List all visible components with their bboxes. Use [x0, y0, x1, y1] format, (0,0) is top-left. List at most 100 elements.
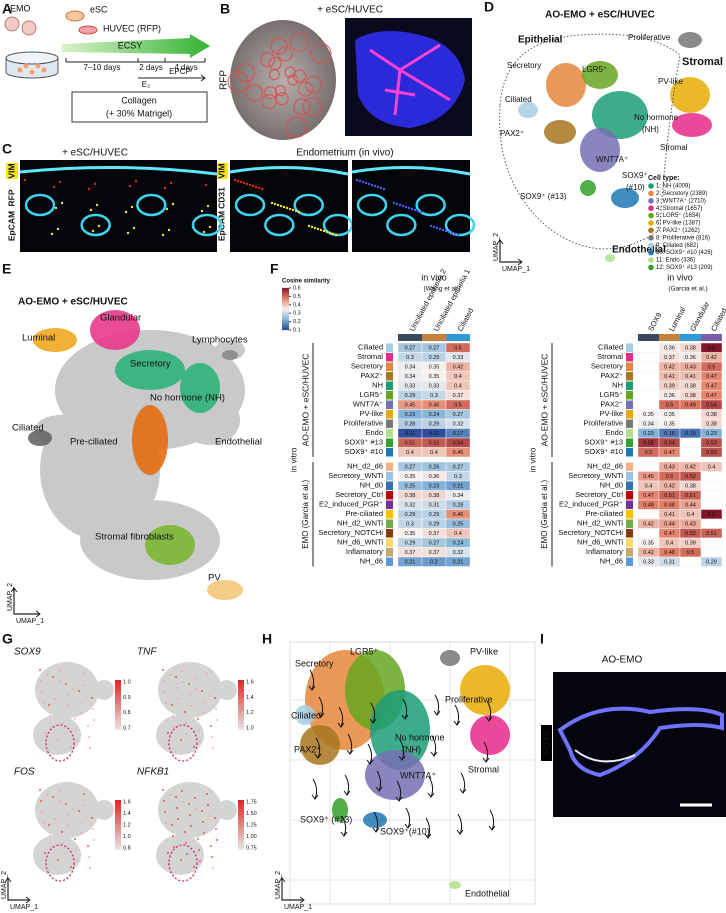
empty-cell	[637, 371, 660, 382]
label: (Wang et al.)	[424, 286, 461, 293]
micrograph-detail	[97, 224, 101, 228]
umap-background	[33, 715, 81, 755]
label: SOX9	[14, 647, 41, 658]
cell-value: 0.11	[429, 431, 439, 437]
row-strip	[386, 400, 393, 409]
cell-value: 0.37	[453, 393, 464, 399]
cell-value: 0.38	[706, 412, 717, 418]
umap-cluster	[28, 430, 52, 446]
cell-icon	[65, 10, 85, 22]
row-label: E2_induced_PGR⁺	[559, 500, 623, 509]
expression-dot	[44, 732, 46, 734]
cell-value: 0.34	[643, 422, 654, 428]
row-strip	[626, 538, 633, 547]
colorbar-label: 0.5	[293, 294, 301, 300]
micrograph-detail	[167, 228, 171, 232]
legend-swatch	[648, 220, 654, 226]
expression-dot	[62, 722, 64, 724]
expression-dot	[176, 687, 178, 689]
highlight-ring	[168, 724, 198, 762]
column-label: SOX9	[646, 311, 663, 333]
expression-dot	[184, 711, 186, 713]
micrograph-detail	[367, 182, 371, 186]
umap-background	[158, 662, 222, 718]
expression-dot	[58, 670, 60, 672]
velocity-arrow	[366, 743, 374, 765]
cell-value: 0.11	[405, 431, 415, 437]
row-strip	[626, 510, 633, 519]
expression-dot	[207, 684, 209, 686]
micrograph-detail	[274, 85, 287, 97]
velocity-cluster	[370, 690, 430, 770]
micrograph-detail	[382, 187, 386, 191]
label: Luminal	[22, 333, 55, 344]
row-strip	[626, 448, 633, 457]
micrograph-detail	[23, 178, 27, 182]
micrograph-detail	[447, 230, 451, 234]
label: SOX9	[541, 731, 551, 755]
micrograph-detail	[285, 206, 289, 210]
legend-label: 9: Ciliated (682)	[656, 243, 698, 249]
cell-value: 0.35	[405, 531, 416, 537]
expression-dot	[180, 859, 182, 861]
micrograph-detail	[395, 202, 399, 206]
label: RFP	[6, 189, 16, 206]
legend-label: 6: PV-like (1387)	[656, 221, 700, 227]
umap-background	[35, 662, 99, 718]
micrograph-detail	[236, 179, 240, 183]
label: No hormone (NH)	[150, 393, 225, 404]
label: Stromal fibroblasts	[95, 532, 174, 543]
legend-swatch	[648, 227, 654, 234]
heatmap-cell	[445, 447, 471, 458]
row-label: Secretory_Ctrl	[335, 490, 383, 499]
cell-value: 0.4	[645, 484, 653, 490]
expression-dot	[88, 736, 90, 738]
colorbar-segment	[282, 296, 289, 299]
expression-dot	[194, 797, 196, 799]
expression-dot	[162, 789, 164, 791]
cell-value: 0.53	[706, 441, 717, 447]
expression-dot	[193, 746, 195, 748]
expression-dot	[171, 824, 173, 826]
expression-dot	[63, 853, 65, 855]
row-strip	[626, 519, 633, 528]
velocity-arrow	[346, 733, 354, 755]
micrograph-detail	[291, 208, 295, 212]
velocity-arrow	[488, 809, 496, 831]
label: VIM	[6, 163, 16, 178]
row-label: Endo	[365, 428, 383, 437]
colorbar-segment	[282, 319, 289, 322]
micrograph-detail	[270, 37, 288, 55]
label: Stromal	[660, 143, 688, 152]
velocity-arrow	[314, 737, 322, 759]
cell-value: 0.4	[454, 374, 462, 380]
row-label: Inflamatory	[586, 547, 623, 556]
legend-swatch	[648, 212, 654, 219]
label: Ciliated	[12, 423, 44, 434]
label: in vitro	[527, 447, 537, 472]
row-strip	[626, 462, 633, 471]
expression-dot	[162, 669, 164, 671]
row-label: LGR5⁺	[359, 390, 383, 399]
micrograph-detail	[574, 749, 636, 763]
cell-value: 0.38	[685, 384, 696, 390]
heatmap-cell	[700, 447, 723, 458]
cell-value: 0.38	[685, 393, 696, 399]
cell-value: 0.29	[429, 422, 440, 428]
colorbar-label: 0.1	[293, 327, 301, 333]
velocity-arrow	[369, 702, 377, 724]
micrograph-detail	[398, 203, 402, 207]
cell-value: 0.34	[405, 365, 416, 371]
label: AO-EMO + eSC/HUVEC	[18, 297, 128, 308]
expression-dot	[163, 800, 165, 802]
cell-value: 0.36	[429, 474, 440, 480]
expression-dot	[167, 852, 169, 854]
arrow-head	[35, 610, 41, 618]
cell-value: 0.47	[706, 374, 717, 380]
micrograph-detail	[251, 184, 255, 188]
colorbar-label: 0.7	[123, 725, 131, 731]
label: No hormone	[395, 732, 445, 742]
empty-cell	[679, 437, 702, 448]
cell-value: 0.23	[643, 431, 654, 437]
micrograph-detail	[163, 186, 167, 190]
